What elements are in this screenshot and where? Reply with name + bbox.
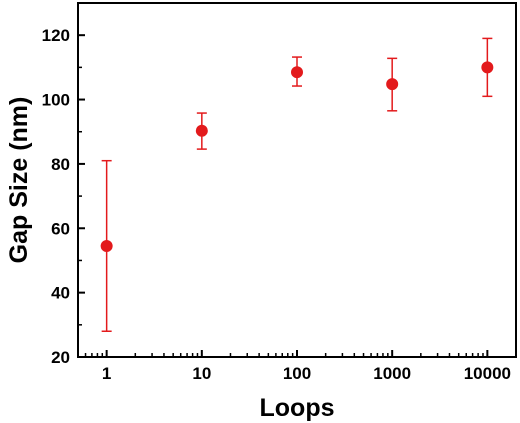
x-tick-label: 1000: [373, 364, 411, 383]
x-tick-label: 10: [192, 364, 211, 383]
y-axis-title: Gap Size (nm): [5, 97, 33, 264]
data-point: [291, 66, 303, 79]
plot-area-frame: [77, 2, 517, 358]
axis-ticks: 1 10 100 1000 10000 20 40 60 80 100 120: [42, 26, 511, 383]
x-tick-label: 1: [102, 364, 111, 383]
x-axis-title: Loops: [260, 394, 335, 422]
x-tick-label: 10000: [464, 364, 511, 383]
data-series: [100, 37, 494, 333]
data-point: [481, 61, 494, 74]
y-tick-label: 120: [42, 26, 70, 45]
y-tick-label: 60: [51, 219, 70, 238]
y-tick-label: 80: [51, 155, 70, 174]
data-point: [386, 78, 399, 91]
y-tick-label: 100: [42, 91, 70, 110]
y-tick-label: 20: [51, 348, 70, 367]
x-tick-label: 100: [283, 364, 311, 383]
data-point: [100, 239, 113, 252]
y-tick-label: 40: [51, 284, 70, 303]
data-point: [195, 124, 208, 137]
